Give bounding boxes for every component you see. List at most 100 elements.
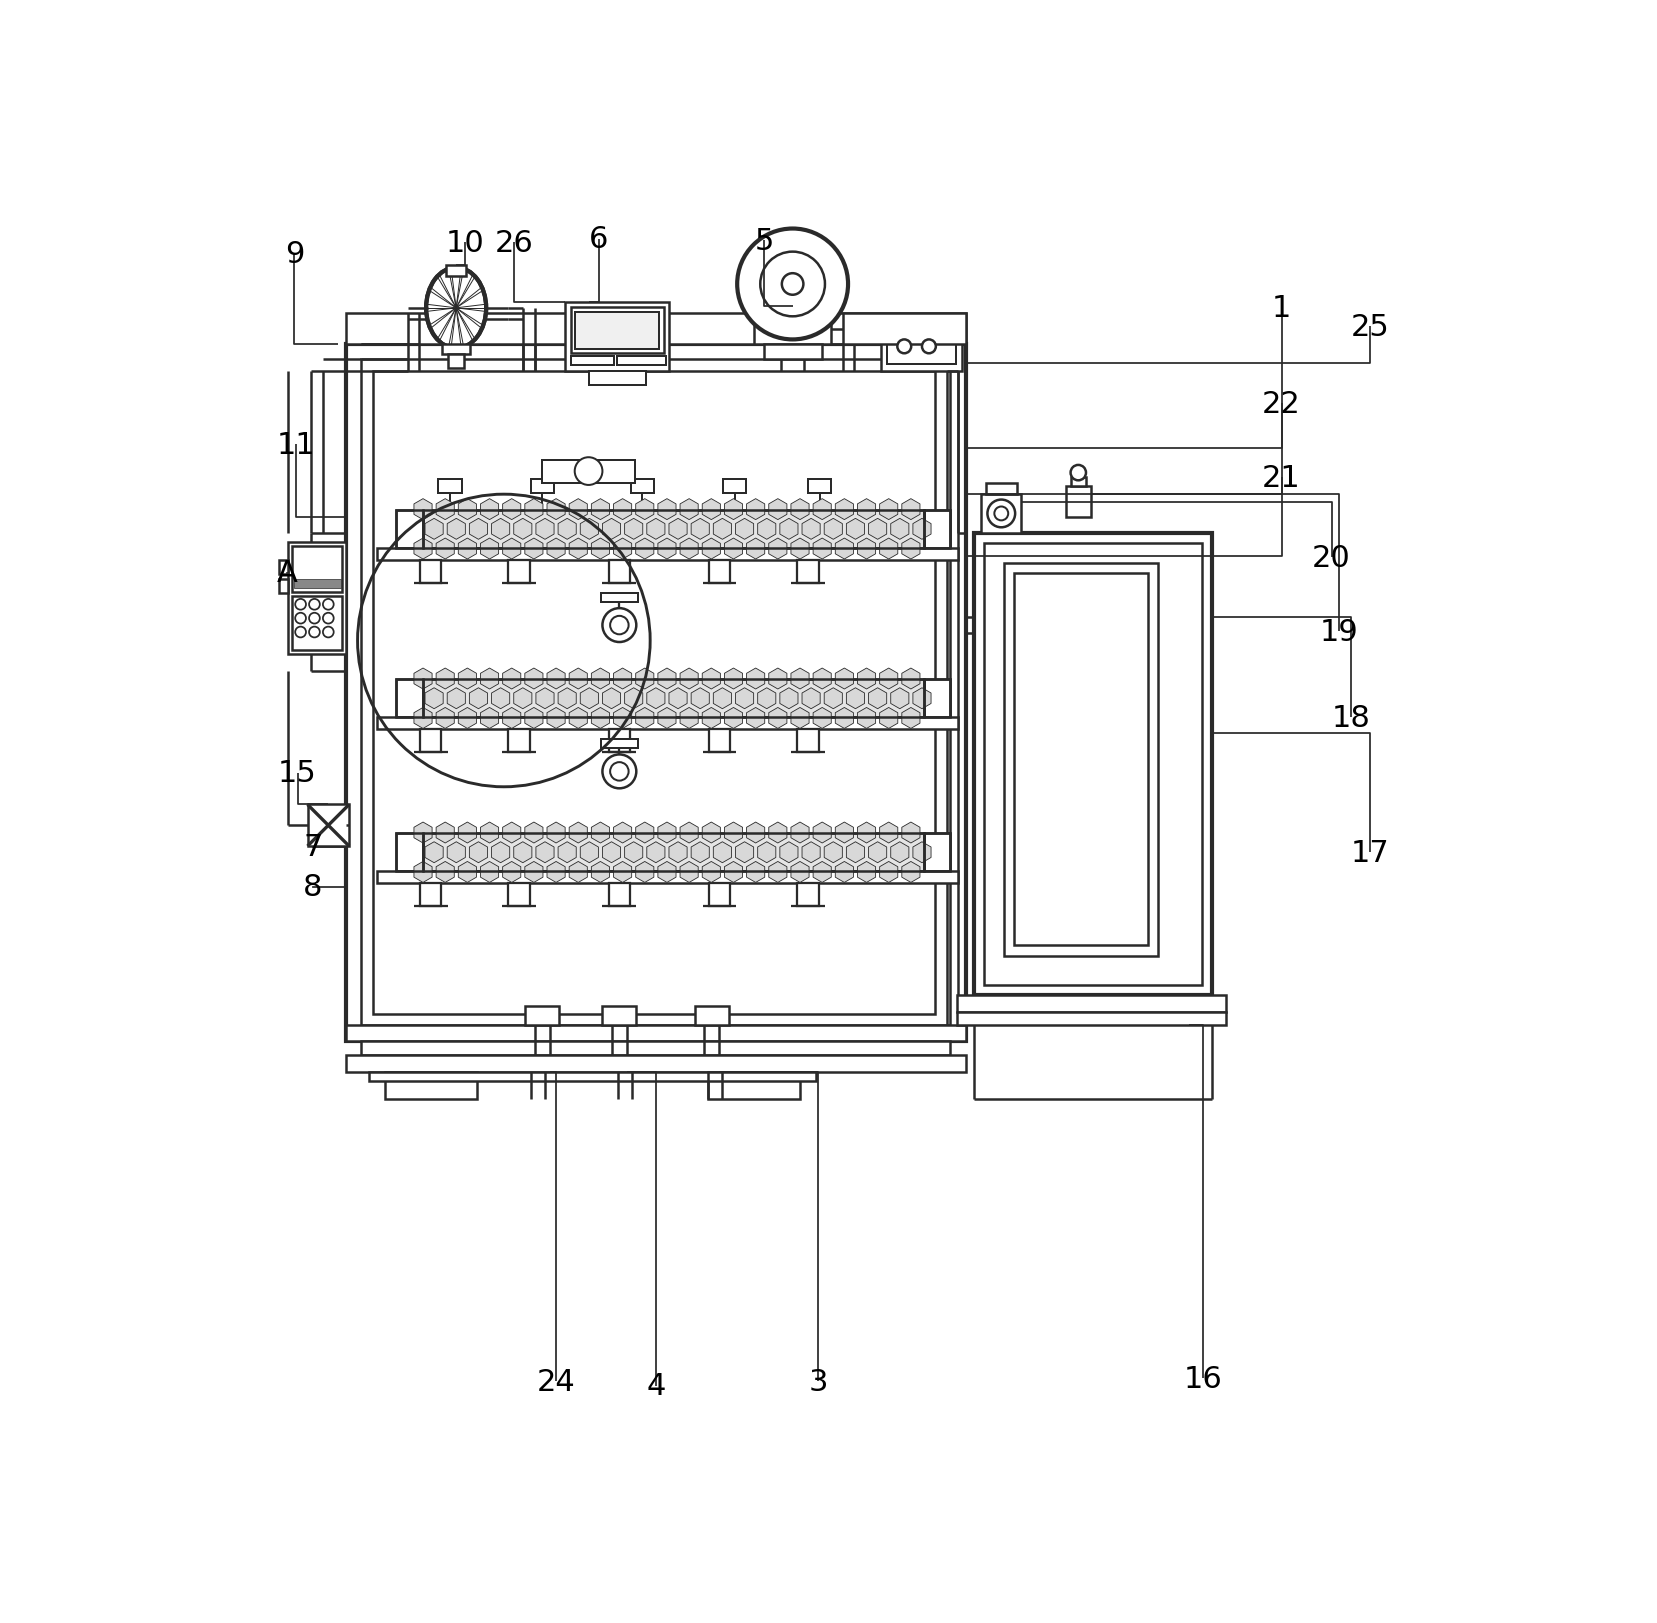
Circle shape [310,599,320,610]
Circle shape [610,763,628,781]
Bar [923,680,951,717]
Bar [292,547,341,592]
Bar [572,308,664,354]
Bar [724,479,746,493]
Bar [1004,565,1158,956]
Bar [565,302,669,372]
Bar [608,560,630,583]
Circle shape [295,599,307,610]
Bar [419,883,441,907]
Bar [525,1006,560,1026]
Bar [396,510,423,549]
Bar [1014,575,1148,946]
Circle shape [310,613,320,625]
Bar [423,510,923,549]
Bar [882,321,963,372]
Bar [754,321,832,344]
Bar [396,834,423,872]
Bar [764,344,822,360]
Circle shape [310,626,320,638]
Bar [292,596,341,651]
Bar [423,680,923,717]
Bar [956,1013,1226,1026]
Text: 4: 4 [646,1371,666,1401]
Circle shape [921,341,936,354]
Circle shape [575,458,603,485]
Bar [601,594,638,602]
Bar [396,680,423,717]
Circle shape [761,253,825,316]
Text: 22: 22 [1263,390,1301,419]
Text: 17: 17 [1350,837,1390,867]
Bar [509,560,530,583]
Bar [423,834,923,872]
Text: 1: 1 [1273,294,1291,323]
Circle shape [1070,466,1085,480]
Circle shape [994,506,1007,521]
Circle shape [323,613,333,625]
Bar [1070,477,1085,487]
Bar [308,805,350,847]
Bar [572,357,615,365]
Bar [797,730,819,753]
Bar [396,680,423,717]
Text: 15: 15 [278,760,316,787]
Circle shape [898,341,911,354]
Bar [423,510,923,549]
Circle shape [295,626,307,638]
Bar [370,1073,815,1081]
Bar [542,461,635,484]
Bar [986,484,1017,495]
Bar [809,479,832,493]
Bar [923,834,951,872]
Circle shape [737,229,848,341]
Text: A: A [277,558,297,588]
Text: 11: 11 [277,430,315,459]
Circle shape [323,599,333,610]
Circle shape [323,626,333,638]
Bar [449,355,464,368]
Text: 20: 20 [1312,544,1350,573]
Text: 6: 6 [588,226,608,253]
Text: 24: 24 [537,1367,575,1396]
Bar [384,1073,477,1099]
Bar [588,372,646,386]
Bar [708,1073,800,1099]
Text: 25: 25 [1350,313,1390,341]
Bar [616,357,666,365]
Circle shape [782,274,804,295]
Ellipse shape [426,268,486,349]
Bar [631,479,655,493]
Bar [608,883,630,907]
Bar [608,730,630,753]
Bar [423,834,923,872]
Bar [278,579,288,594]
Text: 16: 16 [1183,1363,1223,1393]
Bar [396,834,423,872]
Bar [984,544,1203,985]
Text: 19: 19 [1321,617,1359,646]
Bar [843,313,966,344]
Text: 8: 8 [303,873,323,902]
Bar [419,730,441,753]
Bar [888,328,956,365]
Circle shape [603,755,636,789]
Bar [981,495,1021,534]
Bar [361,360,951,1026]
Bar [293,579,341,589]
Bar [361,1042,951,1055]
Bar [923,680,951,717]
Bar [288,542,346,654]
Bar [974,534,1213,995]
Bar [797,883,819,907]
Circle shape [603,609,636,643]
Bar [509,730,530,753]
Bar [439,479,462,493]
Circle shape [295,613,307,625]
Text: 21: 21 [1263,464,1301,492]
Bar [923,510,951,549]
Text: 26: 26 [494,229,534,258]
Bar [530,479,553,493]
Text: 7: 7 [303,833,323,862]
Bar [419,560,441,583]
